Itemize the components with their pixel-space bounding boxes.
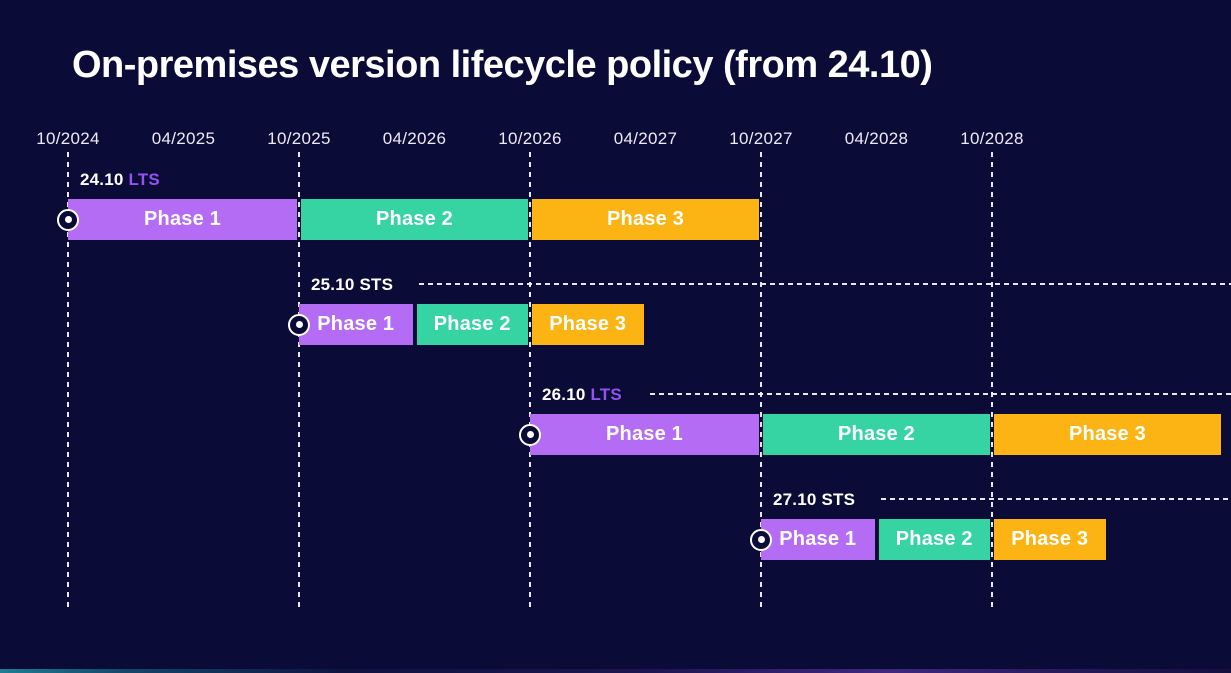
release-version: 25.10 — [311, 275, 360, 294]
phase-bar: Phase 1 — [530, 414, 759, 455]
phase-bar-label: Phase 3 — [1011, 528, 1089, 550]
axis-label: 10/2024 — [36, 129, 100, 148]
phase-bar: Phase 3 — [994, 519, 1106, 560]
phase-bar-label: Phase 3 — [549, 313, 627, 335]
release-channel: STS — [359, 275, 394, 294]
phase-bar-label: Phase 1 — [143, 208, 221, 230]
gridline-october — [298, 152, 300, 612]
phase-bar-label: Phase 2 — [433, 313, 511, 335]
phase-bar: Phase 2 — [416, 304, 528, 345]
phase-bar-label: Phase 3 — [606, 208, 684, 230]
release-marker-icon — [750, 528, 772, 551]
release-marker-dot-icon — [64, 216, 72, 223]
axis-label: 10/2027 — [729, 129, 793, 148]
release-marker-icon — [288, 313, 310, 336]
release-version: 24.10 — [80, 170, 129, 189]
axis-label: 10/2028 — [960, 129, 1024, 148]
phase-bar: Phase 3 — [532, 199, 759, 240]
phase-bar: Phase 1 — [761, 519, 875, 560]
release-label: 26.10 LTS — [542, 385, 622, 405]
gridline-october — [991, 152, 993, 612]
phase-bar: Phase 3 — [994, 414, 1221, 455]
axis-label: 10/2026 — [498, 129, 562, 148]
axis-label: 04/2026 — [382, 129, 447, 148]
phase-bar: Phase 1 — [68, 199, 297, 240]
bottom-accent-bar — [0, 669, 1231, 673]
phase-bar: Phase 1 — [299, 304, 413, 345]
continuation-dashes — [419, 283, 1231, 285]
release-channel: STS — [821, 490, 856, 509]
phase-bar-label: Phase 1 — [779, 528, 857, 550]
phase-bar-label: Phase 2 — [375, 208, 453, 230]
phase-bar: Phase 2 — [763, 414, 990, 455]
release-label: 25.10 STS — [311, 275, 393, 295]
phase-bar-label: Phase 2 — [837, 423, 915, 445]
release-channel: LTS — [128, 170, 160, 189]
release-label: 24.10 LTS — [80, 170, 160, 190]
release-marker-dot-icon — [757, 536, 765, 543]
release-version: 27.10 — [773, 490, 822, 509]
phase-bar-label: Phase 2 — [895, 528, 973, 550]
release-version: 26.10 — [542, 385, 591, 404]
continuation-dashes — [650, 393, 1231, 395]
axis-label: 04/2028 — [844, 129, 909, 148]
phase-bar-label: Phase 3 — [1068, 423, 1146, 445]
release-channel: LTS — [590, 385, 622, 404]
gridline-october — [529, 152, 531, 612]
release-marker-icon — [57, 208, 79, 231]
axis-label: 10/2025 — [267, 129, 331, 148]
release-marker-dot-icon — [295, 321, 303, 328]
gridline-october — [67, 152, 69, 612]
chart-title: On-premises version lifecycle policy (fr… — [72, 44, 933, 86]
release-label: 27.10 STS — [773, 490, 855, 510]
phase-bar: Phase 2 — [878, 519, 990, 560]
axis-label: 04/2027 — [613, 129, 678, 148]
release-marker-dot-icon — [526, 431, 534, 438]
phase-bar-label: Phase 1 — [605, 423, 683, 445]
continuation-dashes — [881, 498, 1231, 500]
axis-label: 04/2025 — [151, 129, 216, 148]
release-marker-icon — [519, 423, 541, 446]
phase-bar: Phase 2 — [301, 199, 528, 240]
phase-bar-label: Phase 1 — [317, 313, 395, 335]
phase-bar: Phase 3 — [532, 304, 644, 345]
gridline-october — [760, 152, 762, 612]
